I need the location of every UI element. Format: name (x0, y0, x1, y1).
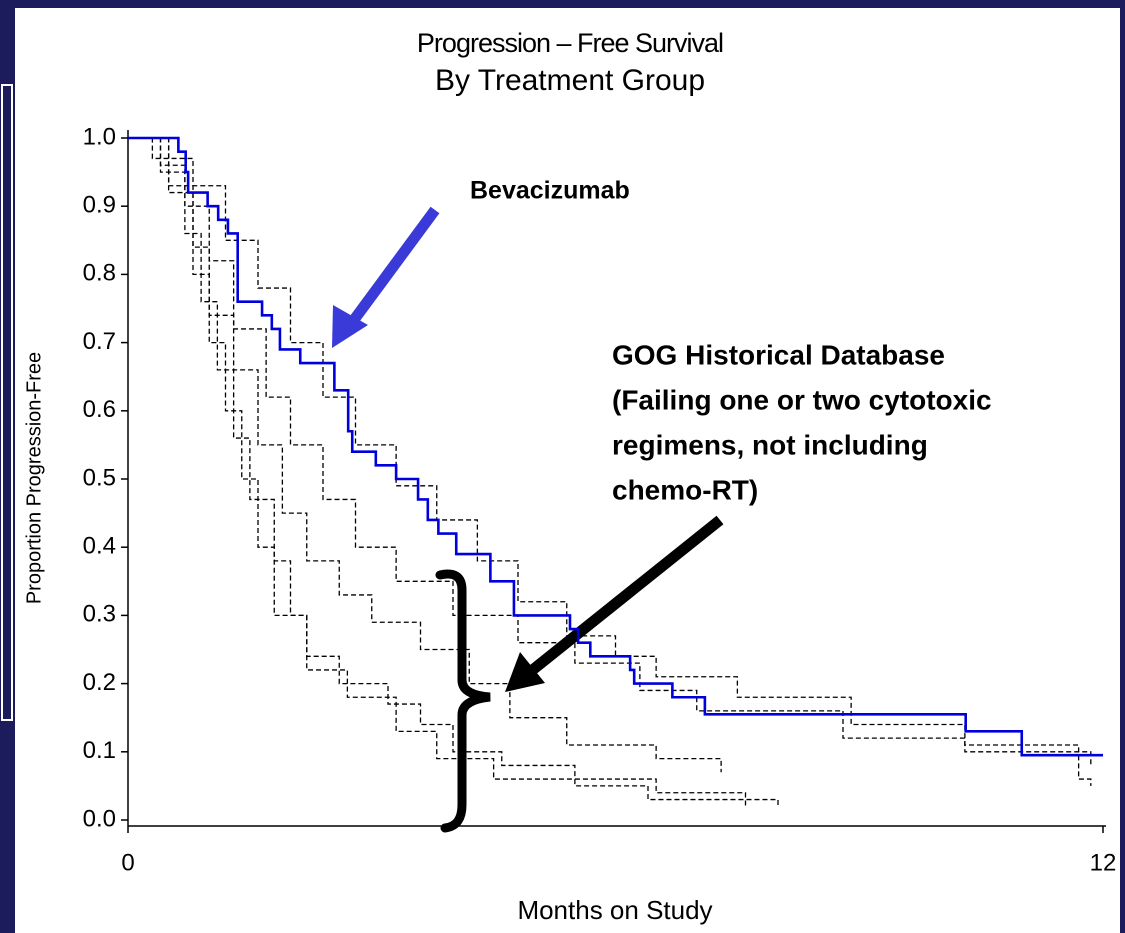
x-axis-label: Months on Study (517, 895, 712, 925)
arrow-head (332, 305, 368, 348)
chart-subtitle: By Treatment Group (435, 64, 705, 97)
x-tick-label: 0 (121, 849, 134, 876)
y-tick-label: 0.9 (83, 192, 116, 219)
annotation: regimens, not including (612, 429, 928, 460)
y-axis-label: Proportion Progression-Free (23, 352, 45, 604)
side-box (1, 84, 13, 721)
y-tick-label: 0.1 (83, 737, 116, 764)
x-tick-label: 12 (1090, 849, 1117, 876)
y-tick-label: 0.5 (83, 464, 116, 491)
y-tick-label: 0.2 (83, 669, 116, 696)
arrow-shaft (340, 206, 440, 336)
y-tick-label: 0.0 (83, 805, 116, 832)
brace (435, 569, 491, 833)
arrow-head (505, 652, 545, 692)
y-tick-label: 1.0 (83, 123, 116, 150)
arrow-shaft (521, 515, 724, 681)
annotation: Bevacizumab (470, 177, 630, 205)
y-tick-label: 0.6 (83, 396, 116, 423)
y-tick-label: 0.7 (83, 328, 116, 355)
dashed-curve (128, 137, 779, 807)
slide-background (15, 8, 1120, 933)
chart-title: Progression – Free Survival (417, 28, 723, 58)
dashed-curve (128, 137, 747, 807)
y-tick-label: 0.8 (83, 260, 116, 287)
annotation: chemo-RT) (612, 474, 758, 505)
y-tick-label: 0.4 (83, 533, 116, 560)
survival-curve (128, 136, 1103, 757)
annotation: GOG Historical Database (612, 339, 945, 370)
dashed-curve (128, 137, 1092, 766)
dashed-curve (128, 137, 722, 773)
annotation: (Failing one or two cytotoxic (612, 384, 992, 415)
y-tick-label: 0.3 (83, 601, 116, 628)
